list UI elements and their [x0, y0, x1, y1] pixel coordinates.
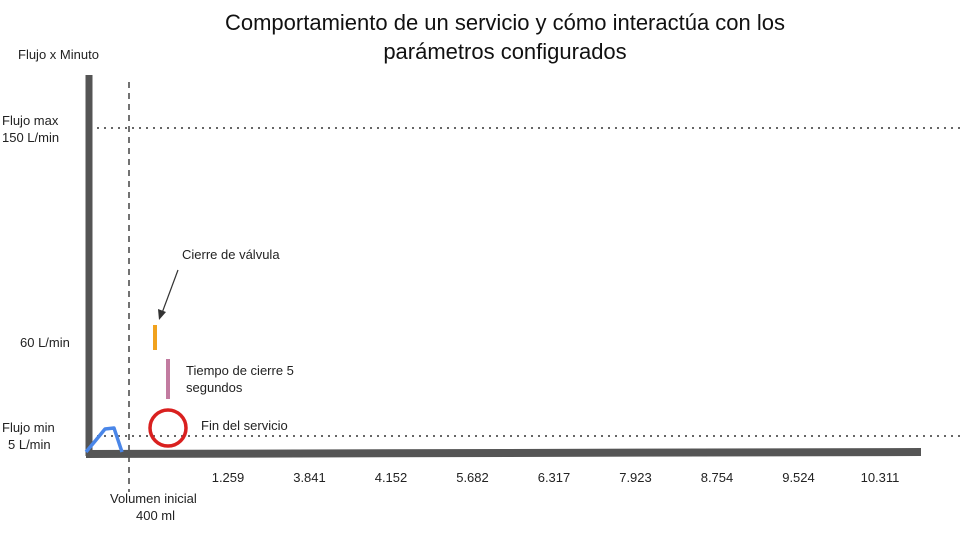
- x-tick-label: 1.259: [211, 470, 245, 485]
- flujo-min-name: Flujo min: [2, 420, 55, 435]
- initial-volume-name: Volumen inicial: [110, 491, 197, 506]
- close-time-label-line1: Tiempo de cierre 5: [186, 363, 294, 378]
- x-tick-label: 10.311: [860, 470, 900, 485]
- x-tick-label: 8.754: [700, 470, 734, 485]
- diagram-title: Comportamiento de un servicio y cómo int…: [224, 10, 786, 64]
- initial-volume-value: 400 ml: [136, 508, 176, 523]
- flujo-max-value: 150 L/min: [2, 130, 60, 145]
- valve-arrow-line: [161, 269, 179, 314]
- valve-close-label: Cierre de válvula: [182, 247, 280, 262]
- service-end-circle: [148, 408, 188, 448]
- x-axis: [85, 448, 922, 458]
- x-tick-label: 7.923: [619, 470, 652, 485]
- service-end-label: Fin del servicio: [201, 418, 288, 433]
- x-tick-label: 4.152: [374, 470, 408, 485]
- valve-arrow-head: [158, 309, 166, 320]
- x-tick-label: 5.682: [456, 470, 489, 485]
- x-tick-label: 6.317: [537, 470, 571, 485]
- x-tick-label: 9.524: [782, 470, 815, 485]
- close-time-label-line2: segundos: [186, 380, 243, 395]
- flow-curve: [84, 426, 124, 454]
- x-tick-label: 3.841: [293, 470, 326, 485]
- y-axis-label: Flujo x Minuto: [18, 47, 99, 62]
- flujo-min-value: 5 L/min: [8, 437, 51, 452]
- flujo-max-name: Flujo max: [2, 113, 59, 128]
- mid-level-value: 60 L/min: [20, 335, 70, 350]
